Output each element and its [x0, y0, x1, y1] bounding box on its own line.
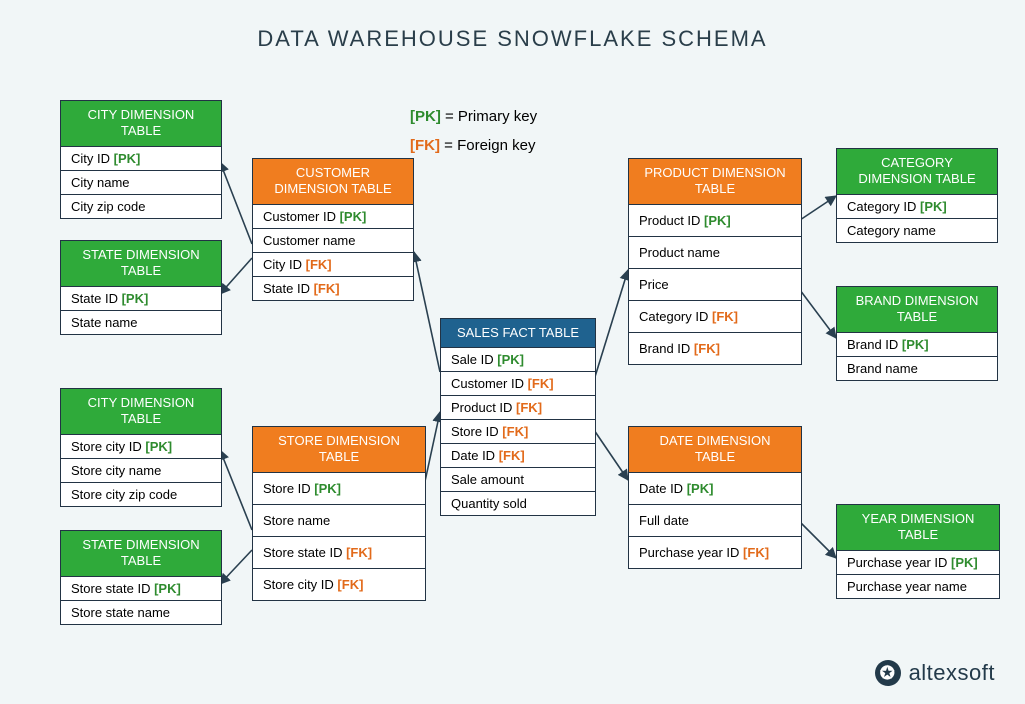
table-row: Store ID [PK]: [253, 472, 425, 504]
table-header: CITY DIMENSIONTABLE: [61, 389, 221, 434]
table-row: Brand ID [PK]: [837, 332, 997, 356]
table-row: Store ID [FK]: [441, 419, 595, 443]
table-category: CATEGORYDIMENSION TABLECategory ID [PK]C…: [836, 148, 998, 243]
table-row: Store city ID [FK]: [253, 568, 425, 600]
table-row: Category name: [837, 218, 997, 242]
table-row: Brand name: [837, 356, 997, 380]
page-title: DATA WAREHOUSE SNOWFLAKE SCHEMA: [0, 26, 1025, 52]
relationship-arrow: [800, 522, 836, 558]
table-product: PRODUCT DIMENSIONTABLEProduct ID [PK]Pro…: [628, 158, 802, 365]
table-row: Purchase year ID [FK]: [629, 536, 801, 568]
relationship-arrow: [800, 196, 836, 220]
table-row: Sale amount: [441, 467, 595, 491]
table-header: STATE DIMENSIONTABLE: [61, 241, 221, 286]
logo-mark-icon: ✪: [875, 660, 901, 686]
table-row: State ID [PK]: [61, 286, 221, 310]
relationship-arrow: [414, 252, 440, 372]
table-row: Store state ID [FK]: [253, 536, 425, 568]
table-header: PRODUCT DIMENSIONTABLE: [629, 159, 801, 204]
table-row: Purchase year name: [837, 574, 999, 598]
table-header: SALES FACT TABLE: [441, 319, 595, 347]
table-row: Full date: [629, 504, 801, 536]
table-row: Brand ID [FK]: [629, 332, 801, 364]
table-city1: CITY DIMENSION TABLECity ID [PK]City nam…: [60, 100, 222, 219]
table-year: YEAR DIMENSIONTABLEPurchase year ID [PK]…: [836, 504, 1000, 599]
table-header: CITY DIMENSION TABLE: [61, 101, 221, 146]
legend-fk: [FK] = Foreign key: [410, 137, 537, 154]
table-row: Purchase year ID [PK]: [837, 550, 999, 574]
table-sales: SALES FACT TABLESale ID [PK]Customer ID …: [440, 318, 596, 516]
table-row: Product ID [PK]: [629, 204, 801, 236]
table-row: Date ID [PK]: [629, 472, 801, 504]
relationship-arrow: [220, 162, 252, 244]
relationship-arrow: [220, 550, 252, 584]
table-row: Store city ID [PK]: [61, 434, 221, 458]
table-row: Customer name: [253, 228, 413, 252]
legend-pk: [PK] = Primary key: [410, 108, 537, 125]
table-row: Product ID [FK]: [441, 395, 595, 419]
table-header: YEAR DIMENSIONTABLE: [837, 505, 999, 550]
table-date: DATE DIMENSIONTABLEDate ID [PK]Full date…: [628, 426, 802, 569]
table-row: City ID [FK]: [253, 252, 413, 276]
table-row: Date ID [FK]: [441, 443, 595, 467]
legend: [PK] = Primary key [FK] = Foreign key: [410, 108, 537, 166]
table-row: Price: [629, 268, 801, 300]
table-header: CATEGORYDIMENSION TABLE: [837, 149, 997, 194]
table-customer: CUSTOMERDIMENSION TABLECustomer ID [PK]C…: [252, 158, 414, 301]
table-row: City name: [61, 170, 221, 194]
relationship-arrow: [594, 430, 628, 480]
table-row: Store city zip code: [61, 482, 221, 506]
legend-pk-tag: [PK]: [410, 108, 441, 125]
table-row: Category ID [FK]: [629, 300, 801, 332]
table-state2: STATE DIMENSIONTABLEStore state ID [PK]S…: [60, 530, 222, 625]
table-row: Store name: [253, 504, 425, 536]
table-city2: CITY DIMENSIONTABLEStore city ID [PK]Sto…: [60, 388, 222, 507]
table-row: Category ID [PK]: [837, 194, 997, 218]
table-row: City ID [PK]: [61, 146, 221, 170]
table-row: Store state name: [61, 600, 221, 624]
brand-logo: ✪ altexsoft: [875, 660, 995, 686]
relationship-arrow: [594, 270, 628, 380]
table-row: Customer ID [FK]: [441, 371, 595, 395]
table-header: CUSTOMERDIMENSION TABLE: [253, 159, 413, 204]
table-row: Store city name: [61, 458, 221, 482]
table-header: STATE DIMENSIONTABLE: [61, 531, 221, 576]
table-row: State ID [FK]: [253, 276, 413, 300]
legend-fk-text: = Foreign key: [440, 137, 535, 154]
table-brand: BRAND DIMENSIONTABLEBrand ID [PK]Brand n…: [836, 286, 998, 381]
table-row: Customer ID [PK]: [253, 204, 413, 228]
table-state1: STATE DIMENSIONTABLEState ID [PK]State n…: [60, 240, 222, 335]
relationship-arrow: [800, 290, 836, 338]
table-header: STORE DIMENSIONTABLE: [253, 427, 425, 472]
table-store: STORE DIMENSIONTABLEStore ID [PK]Store n…: [252, 426, 426, 601]
legend-fk-tag: [FK]: [410, 137, 440, 154]
table-row: City zip code: [61, 194, 221, 218]
logo-text: altexsoft: [909, 660, 995, 686]
table-row: Store state ID [PK]: [61, 576, 221, 600]
table-row: State name: [61, 310, 221, 334]
legend-pk-text: = Primary key: [441, 108, 537, 125]
relationship-arrow: [220, 450, 252, 530]
table-row: Product name: [629, 236, 801, 268]
table-row: Quantity sold: [441, 491, 595, 515]
table-header: BRAND DIMENSIONTABLE: [837, 287, 997, 332]
table-row: Sale ID [PK]: [441, 347, 595, 371]
relationship-arrow: [424, 412, 440, 486]
table-header: DATE DIMENSIONTABLE: [629, 427, 801, 472]
relationship-arrow: [220, 258, 252, 294]
